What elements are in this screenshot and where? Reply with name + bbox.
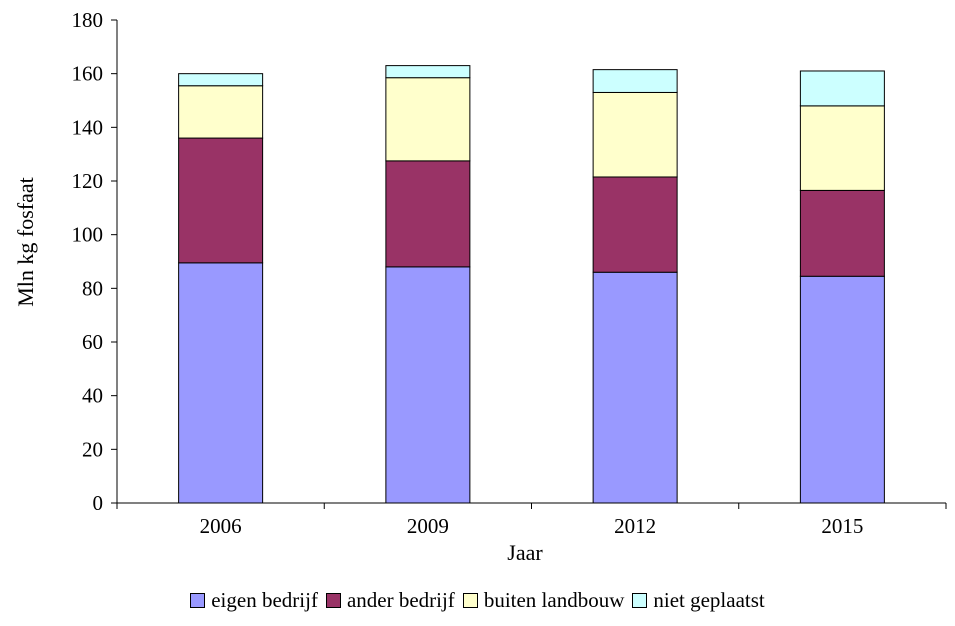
legend-swatch bbox=[190, 593, 206, 608]
x-tick-label: 2015 bbox=[821, 514, 863, 538]
bar-segment-niet-geplaatst-2015 bbox=[799, 70, 885, 107]
legend-item: eigen bedrijf bbox=[190, 588, 318, 613]
y-tick-label: 0 bbox=[93, 491, 104, 515]
bar-segment-ander-bedrijf-2006 bbox=[178, 137, 264, 264]
y-tick-label: 20 bbox=[82, 437, 103, 461]
bar-segment-buiten-landbouw-2012 bbox=[592, 91, 678, 178]
bar-segment-buiten-landbouw-2006 bbox=[178, 85, 264, 139]
y-tick-label: 60 bbox=[82, 330, 103, 354]
legend: eigen bedrijf ander bedrijf buiten landbou… bbox=[0, 588, 955, 613]
bar-segment-ander-bedrijf-2009 bbox=[385, 160, 471, 268]
bar-segment-eigen-bedrijf-2012 bbox=[592, 271, 678, 504]
bars bbox=[178, 65, 885, 504]
legend-swatch bbox=[632, 593, 648, 608]
x-tick-label: 2006 bbox=[200, 514, 242, 538]
y-tick-label: 180 bbox=[72, 8, 104, 32]
legend-label: buiten landbouw bbox=[483, 588, 625, 612]
bar-segment-buiten-landbouw-2015 bbox=[799, 105, 885, 191]
legend-item: buiten landbouw bbox=[462, 588, 625, 613]
x-ticks: 2006 2009 2012 2015 bbox=[116, 503, 947, 538]
y-tick-label: 100 bbox=[72, 223, 104, 247]
bar-segment-eigen-bedrijf-2006 bbox=[178, 262, 264, 504]
bar-segment-niet-geplaatst-2009 bbox=[385, 65, 471, 79]
y-tick-label: 120 bbox=[72, 169, 104, 193]
x-axis-label: Jaar bbox=[507, 540, 543, 565]
y-tick-label: 80 bbox=[82, 276, 103, 300]
y-tick-label: 160 bbox=[72, 62, 104, 86]
bar-segment-eigen-bedrijf-2009 bbox=[385, 266, 471, 504]
y-ticks: 0 20 40 60 80 100 120 140 160 180 bbox=[72, 8, 117, 515]
legend-swatch bbox=[462, 593, 478, 608]
legend-label: ander bedrijf bbox=[346, 588, 455, 612]
bar-segment-eigen-bedrijf-2015 bbox=[799, 275, 885, 504]
y-tick-label: 40 bbox=[82, 384, 103, 408]
bar-segment-ander-bedrijf-2012 bbox=[592, 176, 678, 273]
y-axis-label: Mln kg fosfaat bbox=[13, 177, 38, 307]
bar-segment-ander-bedrijf-2015 bbox=[799, 189, 885, 277]
y-tick-label: 140 bbox=[72, 115, 104, 139]
bar-segment-buiten-landbouw-2009 bbox=[385, 77, 471, 162]
legend-item: niet geplaatst bbox=[632, 588, 765, 613]
legend-label: eigen bedrijf bbox=[211, 588, 318, 612]
legend-item: ander bedrijf bbox=[325, 588, 455, 613]
x-tick-label: 2009 bbox=[407, 514, 449, 538]
legend-label: niet geplaatst bbox=[653, 588, 765, 612]
legend-swatch bbox=[325, 593, 341, 608]
bar-segment-niet-geplaatst-2006 bbox=[178, 73, 264, 87]
x-tick-label: 2012 bbox=[614, 514, 656, 538]
bar-segment-niet-geplaatst-2012 bbox=[592, 69, 678, 93]
